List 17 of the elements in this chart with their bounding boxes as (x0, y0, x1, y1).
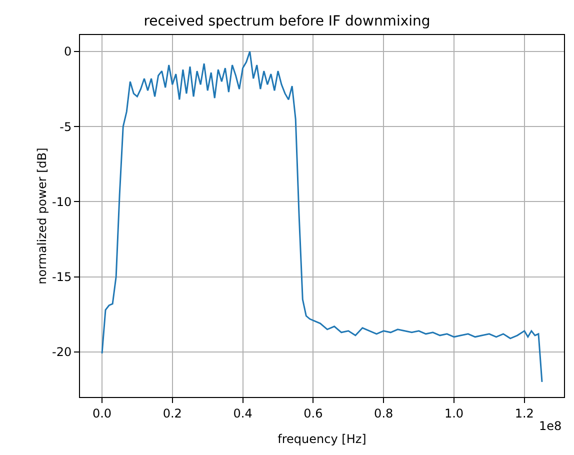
text: 1e8 (539, 419, 562, 433)
line-series (101, 50, 543, 383)
y-tick-label: -15 (52, 270, 72, 284)
x-tick-label: 0.4 (233, 406, 252, 420)
y-axis-title: normalized power [dB] (35, 148, 49, 284)
x-tick-label: 0.0 (92, 406, 112, 420)
y-tick-label: 0 (64, 44, 72, 59)
x-tick-label: 0.2 (162, 406, 182, 420)
x-tick-label: 0.8 (374, 406, 394, 420)
y-tick-label: -20 (52, 345, 72, 360)
y-tick-label: -5 (60, 120, 72, 134)
x-axis-title: frequency [Hz] (278, 432, 366, 446)
chart-title: received spectrum before IF downmixing (144, 14, 430, 30)
x-tick-label: 1.2 (514, 406, 534, 420)
y-tick-label: -10 (52, 194, 72, 209)
x-tick-label: 1.0 (444, 406, 464, 420)
x-tick-label: 0.6 (304, 406, 323, 420)
